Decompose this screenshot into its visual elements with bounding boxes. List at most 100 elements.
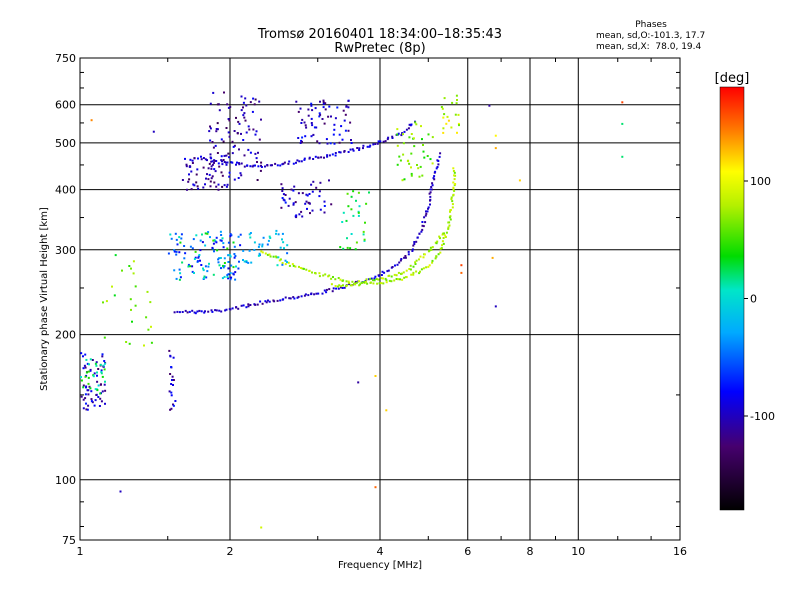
- echo-point: [339, 286, 342, 289]
- echo-point: [280, 183, 283, 186]
- echo-point: [323, 156, 325, 159]
- echo-point: [327, 115, 330, 118]
- echo-point: [172, 384, 174, 386]
- echo-point: [194, 250, 197, 253]
- echo-point: [216, 128, 219, 131]
- echo-point: [456, 99, 458, 101]
- echo-point: [437, 253, 440, 256]
- echo-point: [356, 147, 359, 149]
- echo-point: [93, 404, 96, 407]
- echo-point: [350, 195, 353, 198]
- echo-point: [128, 342, 131, 345]
- echo-point: [452, 181, 455, 184]
- echo-point: [276, 264, 279, 267]
- echo-point: [226, 247, 229, 250]
- echo-point: [281, 262, 284, 264]
- echo-point: [400, 272, 403, 275]
- echo-point: [204, 310, 206, 313]
- echo-point: [430, 248, 433, 251]
- echo-point: [339, 246, 342, 249]
- echo-point: [233, 178, 236, 181]
- echo-point: [185, 165, 188, 168]
- echo-point: [84, 397, 87, 400]
- echo-point: [362, 230, 365, 233]
- echo-point: [275, 229, 278, 232]
- echo-point: [419, 255, 422, 258]
- echo-point: [333, 142, 336, 145]
- echo-point: [258, 138, 261, 141]
- echo-point: [235, 116, 237, 119]
- echo-point: [216, 122, 219, 125]
- x-tick-label: 1: [77, 545, 84, 558]
- echo-point: [349, 247, 352, 250]
- echo-point: [351, 284, 354, 287]
- echo-point: [397, 278, 400, 281]
- echo-point: [352, 190, 355, 193]
- echo-point: [403, 276, 406, 279]
- echo-point: [304, 135, 307, 138]
- echo-point: [342, 284, 344, 287]
- echo-point: [308, 202, 311, 205]
- echo-point: [92, 375, 95, 378]
- echo-point: [84, 393, 87, 396]
- echo-point: [369, 144, 372, 147]
- echo-point: [405, 269, 408, 272]
- echo-point: [412, 273, 415, 276]
- echo-point: [292, 203, 295, 206]
- echo-point: [168, 390, 171, 393]
- echo-point: [416, 164, 418, 166]
- echo-point: [175, 238, 178, 241]
- echo-point: [209, 156, 212, 159]
- echo-point: [207, 310, 210, 313]
- echo-point: [216, 152, 219, 154]
- echo-point: [443, 113, 446, 116]
- echo-point: [460, 271, 463, 274]
- colorbar-tick-label: 100: [750, 175, 771, 188]
- echo-point: [453, 189, 456, 192]
- echo-point: [345, 105, 348, 108]
- echo-point: [355, 199, 357, 202]
- echo-point: [220, 138, 223, 141]
- echo-point: [249, 236, 252, 239]
- echo-point: [220, 155, 223, 158]
- echo-point: [372, 279, 374, 282]
- echo-point: [254, 164, 256, 167]
- echo-point: [326, 154, 329, 157]
- echo-point: [355, 241, 358, 244]
- echo-point: [377, 140, 380, 143]
- echo-point: [227, 118, 230, 120]
- echo-point: [282, 193, 285, 196]
- echo-point: [282, 298, 285, 301]
- echo-point: [335, 287, 338, 290]
- echo-point: [253, 249, 256, 251]
- echo-point: [401, 278, 404, 281]
- echo-point: [458, 124, 460, 127]
- echo-point: [195, 181, 198, 184]
- echo-point: [189, 165, 192, 168]
- echo-point: [375, 278, 378, 280]
- echo-point: [402, 153, 405, 156]
- y-tick-label: 600: [55, 99, 76, 112]
- echo-point: [396, 144, 399, 147]
- x-tick-label: 10: [571, 545, 585, 558]
- echo-point: [256, 179, 259, 181]
- echo-point: [180, 233, 183, 236]
- echo-point: [267, 239, 270, 242]
- echo-point: [254, 303, 257, 306]
- echo-point: [434, 170, 437, 173]
- echo-point: [217, 258, 220, 261]
- echo-point: [104, 389, 107, 392]
- echo-point: [345, 219, 348, 222]
- echo-point: [266, 253, 269, 256]
- echo-point: [207, 167, 210, 170]
- echo-point: [410, 133, 413, 135]
- echo-point: [429, 158, 432, 161]
- echo-point: [99, 397, 102, 400]
- echo-point: [240, 109, 243, 112]
- echo-point: [435, 167, 438, 170]
- echo-point: [343, 119, 346, 122]
- y-tick-label: 100: [55, 474, 76, 487]
- echo-point: [421, 174, 424, 177]
- echo-point: [203, 275, 206, 278]
- echo-point: [402, 271, 405, 274]
